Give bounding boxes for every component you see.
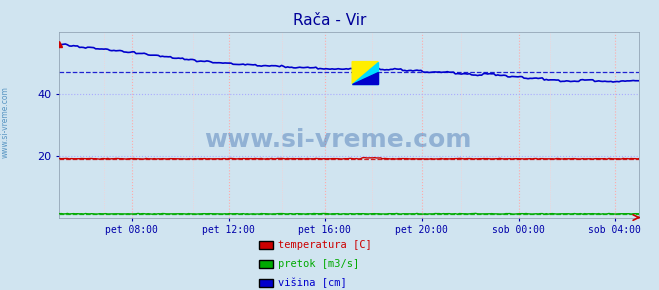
Text: višina [cm]: višina [cm] <box>278 278 347 288</box>
Text: www.si-vreme.com: www.si-vreme.com <box>204 128 471 152</box>
Text: temperatura [C]: temperatura [C] <box>278 240 372 250</box>
Polygon shape <box>352 61 378 84</box>
Polygon shape <box>352 61 378 84</box>
Text: pretok [m3/s]: pretok [m3/s] <box>278 259 359 269</box>
Polygon shape <box>352 72 378 84</box>
Text: Rača - Vir: Rača - Vir <box>293 13 366 28</box>
Text: www.si-vreme.com: www.si-vreme.com <box>1 86 10 158</box>
